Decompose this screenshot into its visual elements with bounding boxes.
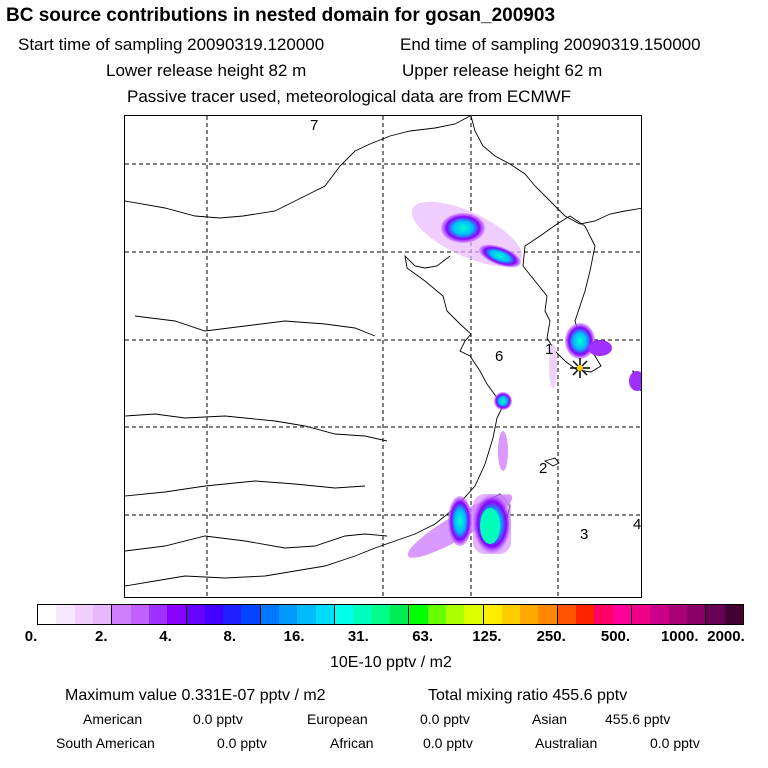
colorbar-tick-label: 0.	[24, 628, 38, 645]
african-value: 0.0 pptv	[423, 735, 473, 751]
asian-label: Asian	[532, 711, 568, 727]
map-panel: 7 1 6 2 3 4	[124, 115, 642, 598]
concentration-plumes	[407, 201, 641, 558]
colorbar-swatch	[353, 605, 372, 624]
african-label: African	[330, 735, 374, 751]
colorbar-tick-label: 250.	[536, 628, 566, 645]
start-time: Start time of sampling 20090319.120000	[18, 35, 325, 54]
tracer-note: Passive tracer used, meteorological data…	[127, 87, 572, 106]
colorbar-swatch	[186, 605, 205, 624]
colorbar-swatch	[594, 605, 613, 624]
region-label-2: 2	[539, 460, 548, 477]
map-canvas	[125, 116, 641, 597]
colorbar-tick-label: 16.	[283, 628, 305, 645]
colorbar-swatch	[686, 605, 707, 624]
colorbar-swatch	[650, 605, 669, 624]
colorbar-swatch	[148, 605, 168, 624]
region-label-6: 6	[495, 348, 504, 365]
colorbar-swatch	[315, 605, 335, 624]
colorbar-swatch	[483, 605, 502, 624]
lower-release-height: Lower release height 82 m	[106, 61, 307, 80]
end-time: End time of sampling 20090319.150000	[400, 35, 701, 54]
colorbar-tick-label: 125.	[472, 628, 502, 645]
region-label-4: 4	[633, 516, 642, 533]
colorbar-swatch	[520, 605, 539, 624]
grid-lines	[125, 116, 641, 597]
south-american-value: 0.0 pptv	[217, 735, 267, 751]
colorbar-swatch	[92, 605, 113, 624]
south-american-label: South American	[56, 735, 155, 751]
colorbar-swatch	[464, 605, 484, 624]
colorbar-tick-label: 2000.	[707, 628, 745, 645]
colorbar-swatch	[557, 605, 577, 624]
colorbar-tick-label: 4.	[159, 628, 172, 645]
colorbar-swatch	[56, 605, 75, 624]
asian-value: 455.6 pptv	[605, 711, 671, 727]
european-value: 0.0 pptv	[420, 711, 470, 727]
upper-release-height: Upper release height 62 m	[402, 61, 603, 80]
colorbar-swatch	[241, 605, 261, 624]
colorbar-swatch	[668, 605, 687, 624]
colorbar-swatch	[74, 605, 93, 624]
total-mixing-ratio: Total mixing ratio 455.6 pptv	[428, 687, 628, 704]
colorbar-tick-label: 31.	[347, 628, 369, 645]
colorbar-swatch	[612, 605, 632, 624]
colorbar-swatch	[260, 605, 280, 624]
chart-title: BC source contributions in nested domain…	[6, 5, 556, 26]
colorbar-tick-label: 2.	[95, 628, 108, 645]
colorbar-swatch	[724, 605, 743, 624]
colorbar-swatch	[445, 605, 465, 624]
colorbar-swatch	[538, 605, 558, 624]
colorbar	[37, 604, 744, 625]
colorbar-swatch	[427, 605, 446, 624]
colorbar-tick-label: 500.	[600, 628, 631, 645]
colorbar-swatch	[297, 605, 316, 624]
american-label: American	[83, 711, 143, 727]
region-label-3: 3	[580, 526, 589, 543]
colorbar-tick-label: 63.	[412, 628, 434, 645]
region-label-7: 7	[310, 117, 319, 134]
american-value: 0.0 pptv	[193, 711, 243, 727]
receptor-star-icon	[570, 358, 590, 378]
colorbar-swatch	[409, 605, 428, 624]
colorbar-swatch	[389, 605, 410, 624]
region-label-1: 1	[545, 341, 554, 358]
max-value: Maximum value 0.331E-07 pptv / m2	[65, 687, 326, 704]
colorbar-swatch	[576, 605, 595, 624]
colorbar-tick-label: 1000.	[660, 628, 699, 645]
colorbar-swatch	[167, 605, 187, 624]
colorbar-ticks: 0. 2. 4. 8. 16. 31. 63. 125. 250. 500. 1000. 2000.	[0, 628, 768, 646]
colorbar-swatch	[706, 605, 725, 624]
colorbar-swatch	[130, 605, 149, 624]
colorbar-swatch	[38, 605, 57, 624]
colorbar-swatch	[112, 605, 131, 624]
colorbar-swatch	[371, 605, 390, 624]
colorbar-swatch	[223, 605, 242, 624]
colorbar-swatch	[501, 605, 521, 624]
colorbar-swatch	[632, 605, 651, 624]
australian-value: 0.0 pptv	[650, 735, 700, 751]
australian-label: Australian	[535, 735, 598, 751]
colorbar-swatch	[335, 605, 354, 624]
colorbar-swatch	[204, 605, 224, 624]
european-label: European	[307, 711, 368, 727]
colorbar-tick-label: 8.	[223, 628, 237, 645]
colorbar-unit: 10E-10 pptv / m2	[330, 654, 452, 671]
colorbar-swatch	[279, 605, 298, 624]
